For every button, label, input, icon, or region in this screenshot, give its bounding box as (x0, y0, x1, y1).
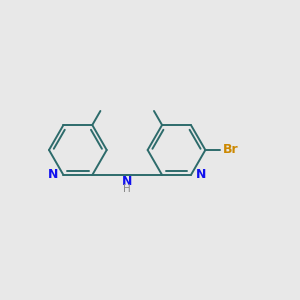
Text: N: N (196, 168, 206, 181)
Text: H: H (123, 184, 131, 194)
Text: N: N (122, 175, 132, 188)
Text: Br: Br (222, 143, 238, 157)
Text: N: N (48, 168, 58, 181)
